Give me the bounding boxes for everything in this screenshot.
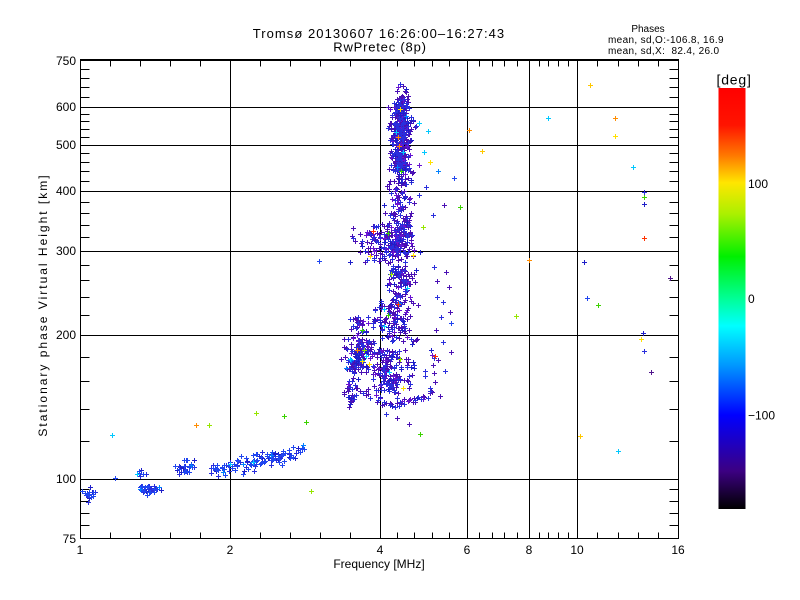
svg-text:Stationary phase Virtual Heigh: Stationary phase Virtual Height [km] [36, 173, 50, 436]
svg-text:200: 200 [56, 328, 76, 342]
svg-text:16: 16 [671, 543, 685, 557]
svg-text:400: 400 [56, 184, 76, 198]
svg-text:600: 600 [56, 100, 76, 114]
svg-text:2: 2 [227, 543, 234, 557]
svg-text:RwPretec (8p): RwPretec (8p) [333, 40, 426, 55]
svg-text:300: 300 [56, 244, 76, 258]
svg-text:100: 100 [56, 472, 76, 486]
svg-text:mean, sd,O:-106.8, 16.9: mean, sd,O:-106.8, 16.9 [608, 35, 724, 46]
svg-text:75: 75 [63, 532, 77, 546]
svg-text:mean, sd,X: 82.4, 26.0: mean, sd,X: 82.4, 26.0 [608, 46, 720, 57]
svg-text:1: 1 [77, 543, 84, 557]
svg-text:8: 8 [526, 543, 533, 557]
svg-text:500: 500 [56, 138, 76, 152]
svg-text:4: 4 [377, 543, 384, 557]
svg-text:Tromsø 20130607 16:26:00–16:27: Tromsø 20130607 16:26:00–16:27:43 [253, 26, 505, 41]
svg-text:750: 750 [56, 54, 76, 68]
svg-text:0: 0 [748, 292, 755, 306]
svg-text:100: 100 [748, 177, 768, 191]
svg-text:[deg]: [deg] [717, 72, 752, 88]
svg-text:Phases: Phases [631, 24, 664, 35]
svg-text:6: 6 [464, 543, 471, 557]
svg-text:−100: −100 [748, 409, 775, 423]
svg-text:Frequency [MHz]: Frequency [MHz] [333, 557, 424, 571]
svg-text:10: 10 [570, 543, 584, 557]
